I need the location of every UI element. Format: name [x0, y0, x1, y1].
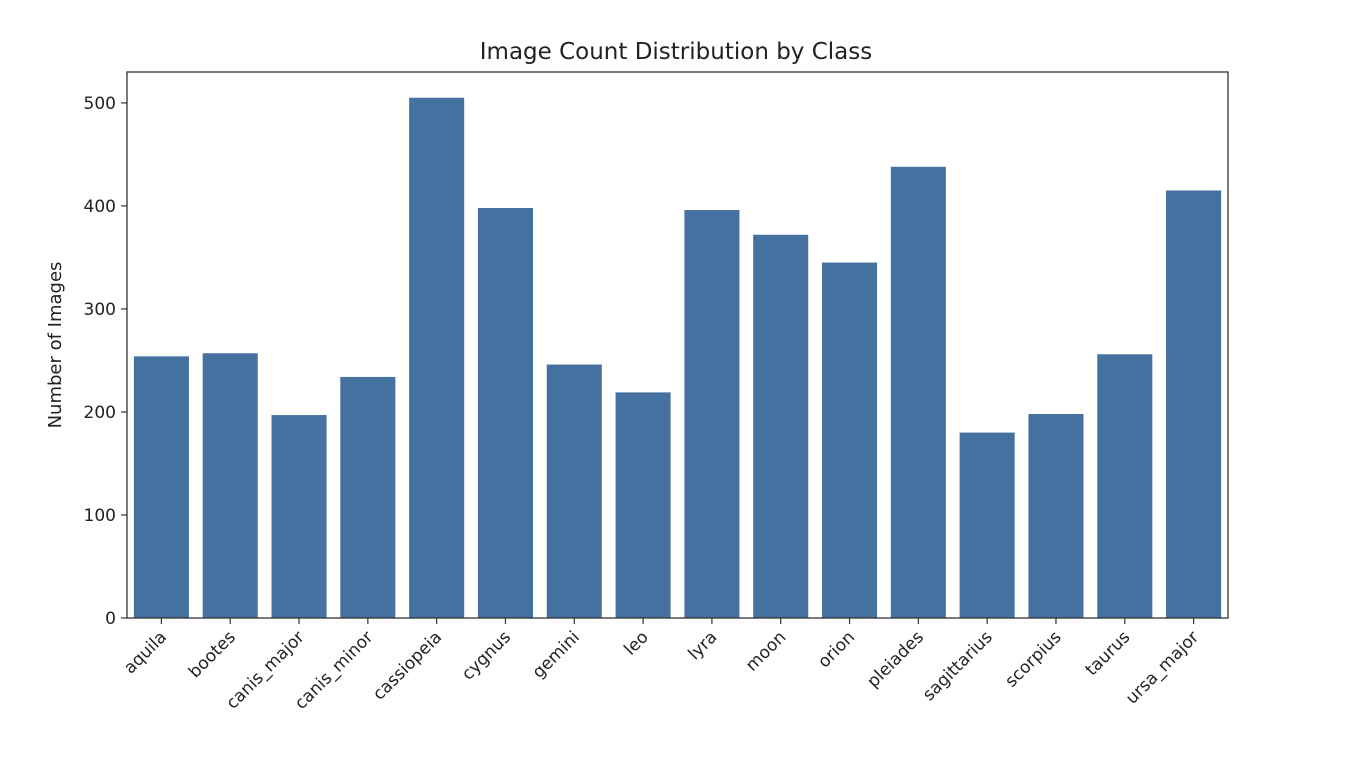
plot-frame [126, 71, 1229, 619]
x-tick-label: cygnus [458, 627, 515, 684]
x-tick-label: moon [742, 627, 790, 675]
x-tick-label: pleiades [863, 627, 928, 692]
bar-leo [615, 392, 671, 618]
y-tick-label: 400 [84, 197, 116, 217]
bars-group [133, 97, 1222, 619]
bar-pleiades [890, 166, 946, 618]
bar-canis_minor [340, 376, 396, 618]
x-tick-label: scorpius [1001, 627, 1065, 691]
bar-moon [753, 234, 809, 618]
bar-bootes [202, 353, 258, 618]
bar-taurus [1097, 354, 1153, 618]
x-axis: aquila bootescanis_majorcanis_minorcassio… [120, 618, 1203, 714]
y-axis-label: Number of Images [45, 262, 66, 429]
y-tick-label: 0 [105, 609, 116, 629]
y-tick-label: 200 [84, 403, 116, 423]
bar-cassiopeia [409, 97, 465, 618]
bar-aquila [133, 356, 189, 618]
x-tick-label: gemini [529, 627, 584, 682]
x-tick-label: lyra [685, 627, 722, 664]
bar-orion [822, 262, 878, 618]
x-tick-label: aquila [120, 627, 171, 678]
x-tick-label: taurus [1082, 627, 1135, 680]
bar-cygnus [477, 207, 533, 619]
x-tick-label: ursa_major [1122, 627, 1203, 708]
bar-lyra [684, 210, 740, 619]
x-tick-label: orion [814, 627, 859, 672]
y-axis: 0 100 200 300 400 500 [84, 94, 127, 629]
x-tick-label: leo [620, 627, 652, 659]
y-tick-label: 300 [84, 300, 116, 320]
x-tick-label: sagittarius [919, 627, 997, 705]
x-tick-label: cassiopeia [369, 627, 446, 704]
y-tick-label: 500 [84, 94, 116, 114]
bar-ursa_major [1166, 190, 1222, 618]
chart-title: Image Count Distribution by Class [480, 39, 872, 65]
bar-sagittarius [959, 432, 1015, 618]
x-tick-label: bootes [185, 627, 240, 682]
bar-scorpius [1028, 414, 1084, 618]
bar-canis_major [271, 415, 327, 618]
y-tick-label: 100 [84, 506, 116, 526]
bar-gemini [546, 364, 602, 618]
